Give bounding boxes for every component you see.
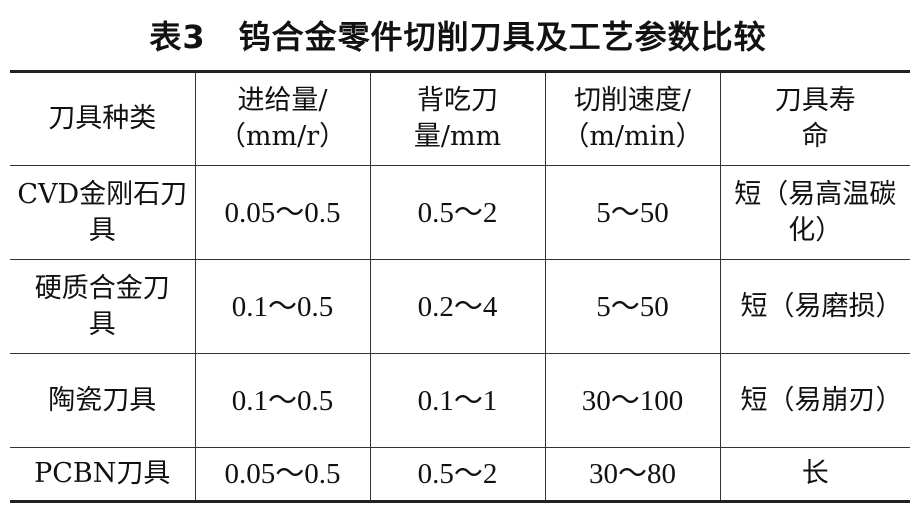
header-cell: 背吃刀量/mm xyxy=(369,71,546,166)
cell: CVD金刚石刀具 xyxy=(10,165,196,260)
cell: PCBN刀具 xyxy=(10,447,196,502)
header-cell: 切削速度/（m/min） xyxy=(544,71,721,166)
cell: 0.1～1 xyxy=(369,353,546,448)
header-row: 刀具种类 进给量/（mm/r） 背吃刀量/mm 切削速度/（m/min） 刀具寿… xyxy=(10,71,910,166)
cell: 0.1～0.5 xyxy=(194,259,371,354)
cell: 30～100 xyxy=(544,353,721,448)
comparison-table: 刀具种类 进给量/（mm/r） 背吃刀量/mm 切削速度/（m/min） 刀具寿… xyxy=(10,70,910,503)
table-row: PCBN刀具 0.05～0.5 0.5～2 30～80 长 xyxy=(10,447,910,502)
cell: 短（易磨损） xyxy=(719,259,910,354)
table-row: CVD金刚石刀具 0.05～0.5 0.5～2 5～50 短（易高温碳化） xyxy=(10,165,910,260)
table-title: 表3 钨合金零件切削刀具及工艺参数比较 xyxy=(149,18,767,56)
header-cell: 刀具种类 xyxy=(10,71,196,166)
cell: 5～50 xyxy=(544,165,721,260)
cell: 硬质合金刀具 xyxy=(10,259,196,354)
cell: 30～80 xyxy=(544,447,721,502)
header-cell: 刀具寿命 xyxy=(719,71,910,166)
header-cell: 进给量/（mm/r） xyxy=(194,71,371,166)
cell: 0.05～0.5 xyxy=(194,447,371,502)
cell: 陶瓷刀具 xyxy=(10,353,196,448)
cell: 5～50 xyxy=(544,259,721,354)
cell: 0.5～2 xyxy=(369,165,546,260)
table-row: 陶瓷刀具 0.1～0.5 0.1～1 30～100 短（易崩刃） xyxy=(10,353,910,448)
cell: 0.2～4 xyxy=(369,259,546,354)
table-row: 硬质合金刀具 0.1～0.5 0.2～4 5～50 短（易磨损） xyxy=(10,259,910,354)
cell: 0.5～2 xyxy=(369,447,546,502)
cell: 短（易高温碳化） xyxy=(719,165,910,260)
cell: 短（易崩刃） xyxy=(719,353,910,448)
cell: 0.1～0.5 xyxy=(194,353,371,448)
cell: 长 xyxy=(719,447,910,502)
cell: 0.05～0.5 xyxy=(194,165,371,260)
